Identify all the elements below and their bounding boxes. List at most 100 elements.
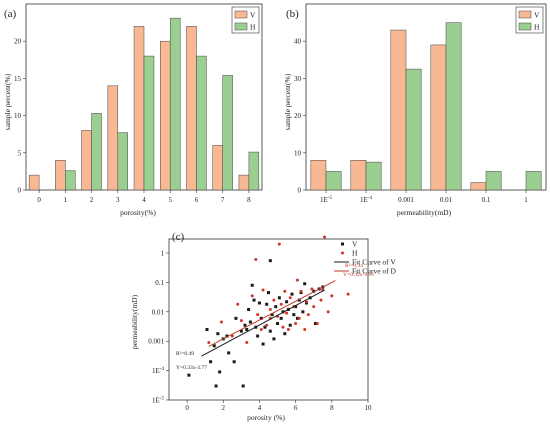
y-tick-label-a: 20 [14,38,22,46]
point-h [285,311,289,315]
bar-v-b [470,182,487,191]
x-tick-label-b: 1 [524,196,528,204]
bar-v-b [350,159,367,191]
point-v [263,325,267,329]
point-h [303,328,307,332]
point-h [346,292,350,296]
fit-line-d [208,280,336,347]
point-v [272,337,276,341]
point-v [295,316,299,320]
point-h [239,319,243,323]
legend-label-1: H [352,249,358,258]
y-axis-title-b: sample percent(%) [283,73,292,130]
bar-h-a [117,132,128,191]
x-tick-label-b: 1E-5 [320,196,332,204]
y-tick-label-c: 1E-4 [152,367,164,375]
point-v [214,384,218,388]
point-v [265,302,269,306]
bar-h-a [169,17,181,191]
bar-h-b [325,171,342,191]
point-h [283,289,287,293]
point-h [312,305,316,309]
point-v [301,310,305,314]
bar-v-a [55,159,66,191]
panel-label-b: (b) [286,8,299,20]
y-tick-label-b: 40 [294,38,302,46]
legend-label-2: Fit Curve of V [352,258,396,267]
point-v [245,328,249,332]
legend-label-0: V [352,240,358,249]
point-v [234,316,238,320]
bar-v-a [160,40,171,191]
point-h [219,320,223,324]
chart-porosity-histogram: (a) porosity(%) sample percent(%) 051015… [3,3,263,217]
legend-swatch-h-a [234,22,248,31]
point-v [261,342,265,346]
x-tick-label-c: 0 [185,404,189,412]
fit-line-v [201,289,325,357]
chart-permeability-histogram: (b) permeability(mD) sample percent(%) 0… [283,3,547,217]
annotation-h-r2: R²=0.34 [345,263,363,269]
point-v [281,310,285,314]
bar-v-a [28,174,40,191]
point-v [267,291,270,295]
point-h [207,341,211,345]
point-v [314,322,318,326]
x-tick-label-a: 2 [90,196,94,204]
bar-h-a [248,151,260,191]
point-h [286,328,290,332]
point-v [288,323,292,327]
point-h [245,341,249,345]
annotation-v-r2: R²=0.49 [176,351,194,357]
y-tick-label-c: 1E-5 [152,397,164,405]
plot-frame-b [305,3,547,191]
y-axis-title-a: sample percent(%) [3,73,12,130]
point-v [209,360,213,364]
point-h [288,296,292,300]
annotation-h-equation: Y=0.32x-3.56 [343,272,374,278]
x-tick-label-b: 0.1 [482,196,491,204]
y-tick-label-b: 0 [298,187,302,195]
x-axis-title-c: porosity (%) [247,413,285,422]
bar-v-a [238,174,250,191]
point-h [281,325,285,329]
x-tick-label-a: 4 [142,196,146,204]
point-v [252,298,256,302]
point-h [277,242,281,246]
point-h [268,307,272,311]
point-h [265,323,269,327]
point-h [299,289,303,293]
y-tick-label-a: 5 [18,149,22,157]
point-h [306,313,310,317]
point-v [216,332,220,336]
bar-h-b [405,68,422,191]
point-h [297,316,301,320]
x-tick-label-a: 5 [168,196,172,204]
legend-label-v-a: V [250,11,256,20]
y-tick-label-c: 0.001 [148,338,164,346]
legend-swatch-h-b [518,22,532,31]
point-h [326,310,330,314]
y-tick-label-c: 0.01 [152,308,165,316]
point-v [279,316,283,320]
legend-marker-h [341,251,344,255]
point-h [261,288,265,292]
x-axis-title-b: permeability(mD) [397,208,452,217]
point-v [205,328,209,332]
point-v [303,282,307,286]
point-v [227,351,231,355]
bar-v-a [133,26,145,191]
legend-marker-v [341,242,344,246]
point-h [319,298,323,302]
point-h [304,300,308,304]
y-axis-title-c: permeability(mD) [130,294,139,349]
bar-v-a [107,85,119,191]
x-tick-label-c: 4 [258,404,262,412]
bar-v-b [390,29,407,191]
point-h [256,313,260,317]
x-tick-label-c: 8 [330,404,334,412]
plot-frame-c [168,238,369,401]
y-tick-label-a: 10 [14,112,22,120]
point-h [254,258,258,262]
